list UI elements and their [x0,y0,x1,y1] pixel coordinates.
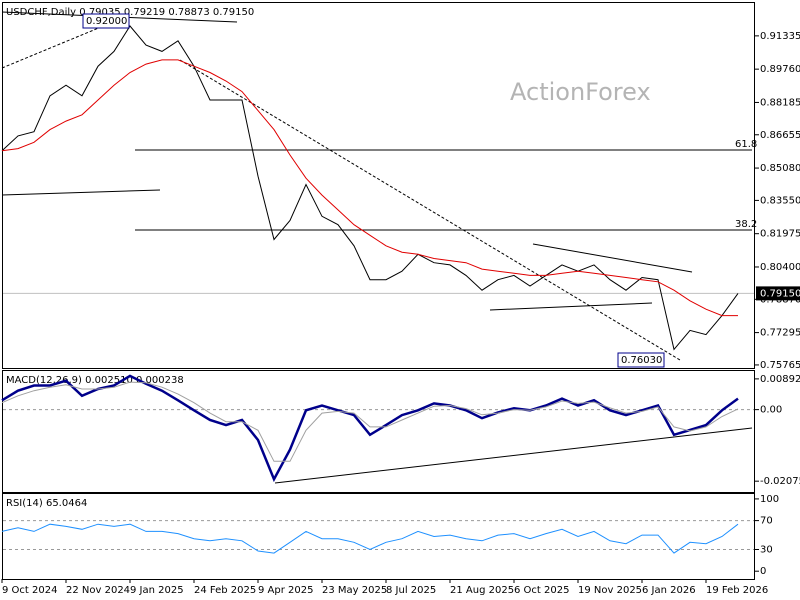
series-line [1,523,739,554]
y-tick-label: 0.75765 [760,360,800,371]
watermark: ActionForex [510,78,651,106]
rsi-panel [2,493,755,580]
panel-title: MACD(12,26,9) 0.002510 0.000238 [6,375,184,386]
y-tick-label: 0.91335 [760,31,800,42]
last-price-label: 0.79150 [760,288,800,299]
y-tick-label: 30 [760,545,773,556]
x-tick-label: 9 Oct 2024 [2,585,57,596]
x-tick-label: 9 Jan 2025 [130,585,184,596]
price-label-box [617,352,665,368]
y-tick-label: 0.80400 [760,262,800,273]
trend-line [274,427,753,484]
annotation: 0.76030 [621,355,662,366]
y-tick-label: 0 [760,566,766,577]
y-tick-label: -0.020759 [760,476,800,487]
x-tick-label: 22 Nov 2024 [66,585,130,596]
x-tick-label: 24 Feb 2025 [194,585,256,596]
x-tick-label: 19 Nov 2025 [578,585,642,596]
x-tick-label: 21 Aug 2025 [450,585,514,596]
series-line [1,381,739,462]
trend-line [489,302,653,311]
x-tick-label: 6 Jan 2026 [642,585,696,596]
y-tick-label: 0.77295 [760,328,800,339]
annotation: 0.92000 [86,16,127,27]
panel-title: RSI(14) 65.0464 [6,498,87,509]
x-tick-label: 19 Feb 2026 [706,585,768,596]
price-label-box [82,13,130,29]
x-tick-label: 9 Apr 2025 [258,585,313,596]
trend-line [179,59,681,361]
x-tick-label: 23 May 2025 [322,585,387,596]
y-tick-label: 70 [760,516,773,527]
series-line [1,25,739,351]
series-line [1,374,739,483]
y-tick-label: 0.83550 [760,195,800,206]
last-price-box [756,286,800,301]
annotation: 61.8 [735,139,757,150]
x-tick-label: 8 Jul 2025 [386,585,436,596]
y-tick-label: 0.81975 [760,229,800,240]
price-panel [2,2,755,369]
macd-panel [2,370,755,493]
y-tick-label: 0.008923 [760,374,800,385]
panel-title: USDCHF,Daily 0.79035 0.79219 0.78873 0.7… [6,7,254,18]
y-tick-label: 100 [760,494,779,505]
x-tick-label: 6 Oct 2025 [514,585,569,596]
y-tick-label: 0.88185 [760,97,800,108]
trend-line [1,189,161,196]
y-tick-label: 0.86655 [760,130,800,141]
y-tick-label: 0.89760 [760,64,800,75]
y-tick-label: 0.00 [760,405,782,416]
annotation: 38.2 [735,219,757,230]
y-tick-label: 0.85080 [760,163,800,174]
series-line [1,59,738,317]
trend-line [532,243,693,273]
